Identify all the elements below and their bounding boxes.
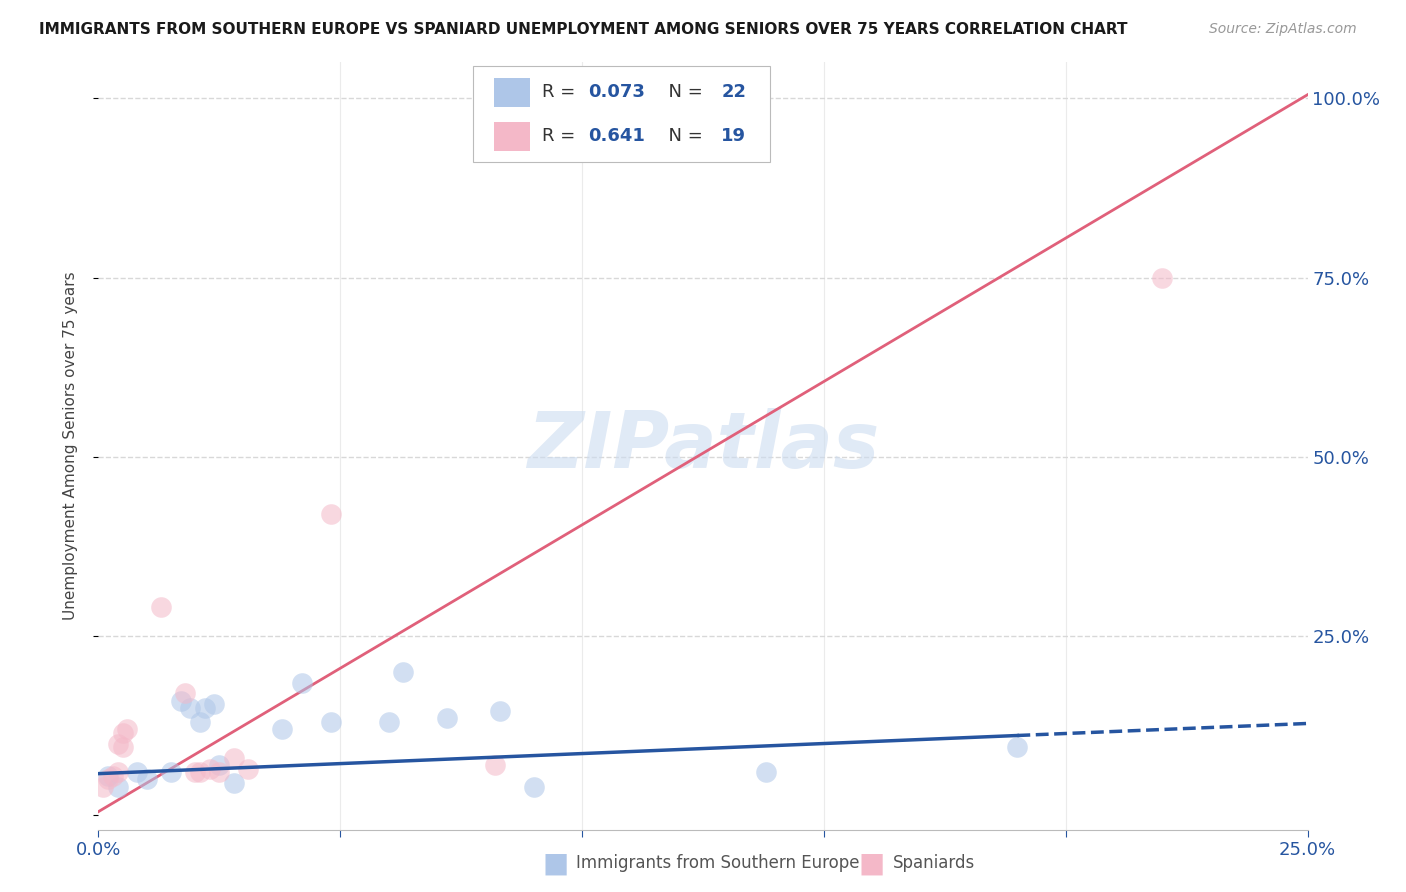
Point [135,772,157,787]
Text: Immigrants from Southern Europe: Immigrants from Southern Europe [576,855,860,872]
Point [160,765,183,780]
Text: R =: R = [543,128,581,145]
Point [222,776,245,790]
Point [489,704,512,718]
Point [150,600,173,615]
Text: N =: N = [657,128,709,145]
Text: 19: 19 [721,128,747,145]
Point [107,737,129,751]
Point [194,700,217,714]
Text: ■: ■ [859,849,884,878]
Point [91,780,114,794]
Point [392,665,415,679]
Point [198,762,221,776]
FancyBboxPatch shape [494,78,530,107]
Text: Spaniards: Spaniards [893,855,974,872]
Text: Source: ZipAtlas.com: Source: ZipAtlas.com [1209,22,1357,37]
Point [377,714,399,729]
Point [755,765,778,780]
Point [111,740,134,755]
Point [1007,740,1029,755]
Point [188,714,211,729]
Text: 0.641: 0.641 [588,128,645,145]
Point [238,762,260,776]
Text: 22: 22 [721,83,747,101]
Point [179,700,201,714]
Text: IMMIGRANTS FROM SOUTHERN EUROPE VS SPANIARD UNEMPLOYMENT AMONG SENIORS OVER 75 Y: IMMIGRANTS FROM SOUTHERN EUROPE VS SPANI… [39,22,1128,37]
Point [107,780,129,794]
Point [1152,270,1174,285]
Point [436,711,458,725]
FancyBboxPatch shape [494,121,530,151]
Point [184,765,207,780]
Point [319,714,342,729]
Point [97,772,120,787]
Point [97,769,120,783]
Point [117,722,139,736]
Point [111,725,134,739]
Point [107,765,129,780]
Point [188,765,211,780]
Point [208,765,231,780]
Point [204,697,226,711]
Point [290,675,312,690]
Text: R =: R = [543,83,581,101]
Point [319,507,342,521]
Point [169,693,191,707]
Point [208,758,231,772]
Text: 0.073: 0.073 [588,83,645,101]
FancyBboxPatch shape [474,66,769,162]
Point [523,780,546,794]
Point [101,769,124,783]
Y-axis label: Unemployment Among Seniors over 75 years: Unemployment Among Seniors over 75 years [63,272,77,620]
Point [271,722,294,736]
Point [127,765,149,780]
Text: N =: N = [657,83,709,101]
Text: ■: ■ [543,849,568,878]
Point [484,758,506,772]
Point [174,686,197,700]
Text: ZIPatlas: ZIPatlas [527,408,879,484]
Point [222,751,245,765]
